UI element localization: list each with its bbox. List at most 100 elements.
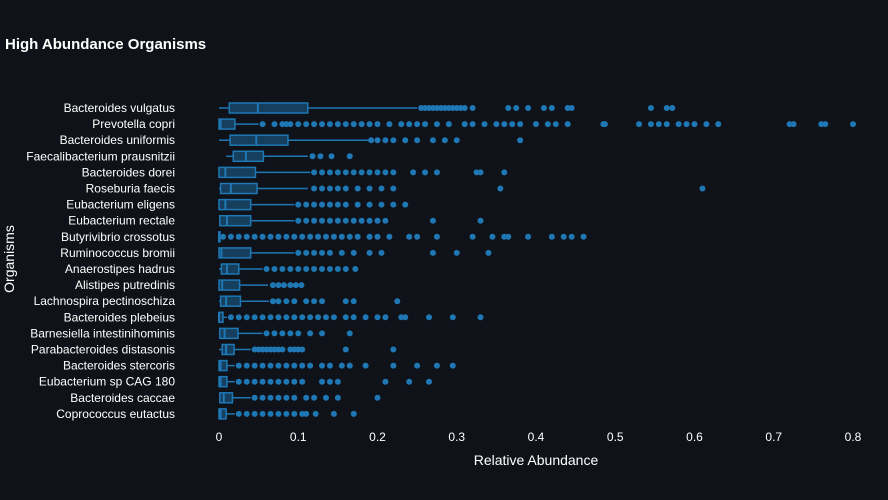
iqr-box bbox=[218, 118, 236, 130]
y-tick-label: Roseburia faecis bbox=[86, 182, 175, 196]
outlier-point bbox=[299, 378, 306, 385]
outlier-point bbox=[259, 378, 266, 385]
outlier-point bbox=[703, 121, 710, 128]
outlier-point bbox=[544, 121, 551, 128]
iqr-box bbox=[229, 134, 289, 146]
iqr-box bbox=[219, 327, 239, 340]
box-parabacteroides-distasonis bbox=[219, 343, 397, 356]
y-tick-label: Parabacteroides distasonis bbox=[31, 343, 175, 357]
outlier-point bbox=[326, 378, 333, 385]
outlier-point bbox=[647, 105, 654, 111]
outlier-point bbox=[429, 217, 436, 224]
outlier-point bbox=[342, 217, 349, 224]
outlier-point bbox=[501, 121, 508, 128]
outlier-point bbox=[311, 185, 318, 192]
outlier-point bbox=[295, 201, 302, 208]
x-tick-label: 0.5 bbox=[607, 430, 624, 444]
outlier-point bbox=[269, 282, 276, 289]
outlier-point bbox=[497, 185, 504, 192]
outlier-point bbox=[540, 105, 547, 111]
outlier-point bbox=[441, 137, 448, 144]
outlier-point bbox=[354, 201, 361, 208]
outlier-point bbox=[326, 217, 333, 224]
outlier-point bbox=[319, 217, 326, 224]
outlier-point bbox=[525, 233, 532, 240]
outlier-point bbox=[517, 121, 524, 128]
outlier-point bbox=[295, 121, 302, 128]
outlier-point bbox=[568, 233, 575, 240]
outlier-point bbox=[235, 233, 242, 240]
box-faecalibacterium-prausnitzii bbox=[226, 150, 353, 163]
box-eubacterium-eligens bbox=[218, 198, 409, 211]
outlier-point bbox=[280, 282, 287, 289]
outlier-point bbox=[299, 362, 306, 369]
outlier-point bbox=[386, 233, 393, 240]
outlier-point bbox=[283, 378, 290, 385]
outlier-point bbox=[346, 233, 353, 240]
outlier-point bbox=[368, 137, 375, 144]
outlier-point bbox=[275, 410, 282, 417]
outlier-point bbox=[790, 121, 797, 128]
x-tick-label: 0.4 bbox=[528, 430, 545, 444]
iqr-box bbox=[218, 279, 241, 291]
outlier-point bbox=[251, 314, 258, 321]
outlier-point bbox=[287, 330, 294, 337]
outlier-point bbox=[350, 217, 357, 224]
outlier-point bbox=[469, 121, 476, 128]
outlier-point bbox=[330, 233, 337, 240]
outlier-point bbox=[303, 298, 310, 305]
y-tick-label: Barnesiella intestinihominis bbox=[30, 326, 175, 340]
outlier-point bbox=[326, 362, 333, 369]
outlier-point bbox=[342, 298, 349, 305]
box-alistipes-putredinis bbox=[218, 279, 305, 291]
iqr-box bbox=[220, 263, 240, 275]
outlier-point bbox=[390, 201, 397, 208]
outlier-point bbox=[243, 410, 250, 417]
y-tick-label: Bacteroides dorei bbox=[82, 165, 175, 179]
outlier-point bbox=[477, 169, 484, 176]
outlier-point bbox=[350, 249, 357, 256]
outlier-point bbox=[263, 330, 270, 337]
outlier-point bbox=[675, 121, 682, 128]
iqr-box bbox=[219, 214, 252, 227]
outlier-point bbox=[307, 362, 314, 369]
outlier-point bbox=[699, 185, 706, 192]
outlier-point bbox=[402, 137, 409, 144]
outlier-point bbox=[350, 169, 357, 176]
iqr-box bbox=[218, 359, 228, 372]
outlier-point bbox=[315, 314, 322, 321]
outlier-point bbox=[426, 314, 433, 321]
outlier-point bbox=[299, 314, 306, 321]
outlier-point bbox=[291, 233, 298, 240]
outlier-point bbox=[374, 217, 381, 224]
y-tick-label: Bacteroides uniformis bbox=[60, 133, 175, 147]
outlier-point bbox=[366, 249, 373, 256]
outlier-point bbox=[259, 233, 266, 240]
outlier-point bbox=[433, 233, 440, 240]
outlier-point bbox=[275, 378, 282, 385]
outlier-point bbox=[271, 266, 278, 272]
outlier-point bbox=[390, 362, 397, 369]
outlier-point bbox=[354, 185, 361, 192]
outlier-point bbox=[350, 121, 357, 128]
outlier-point bbox=[378, 185, 385, 192]
outlier-point bbox=[414, 121, 421, 128]
iqr-box bbox=[218, 408, 227, 420]
outlier-point bbox=[295, 249, 302, 256]
outlier-point bbox=[334, 121, 341, 128]
outlier-point bbox=[291, 314, 298, 321]
outlier-point bbox=[533, 121, 539, 128]
outlier-point bbox=[366, 169, 373, 176]
outlier-point bbox=[469, 105, 476, 111]
box-prevotella-copri bbox=[218, 118, 856, 130]
box-bacteroides-uniformis bbox=[219, 134, 524, 146]
outlier-point bbox=[350, 298, 357, 305]
outlier-point bbox=[366, 121, 373, 128]
y-tick-label: Eubacterium sp CAG 180 bbox=[39, 375, 175, 389]
y-tick-label: Bacteroides stercoris bbox=[63, 359, 175, 373]
outlier-point bbox=[477, 217, 484, 224]
outlier-point bbox=[326, 201, 333, 208]
outlier-point bbox=[382, 378, 389, 385]
outlier-point bbox=[287, 121, 294, 128]
outlier-point bbox=[552, 121, 559, 128]
